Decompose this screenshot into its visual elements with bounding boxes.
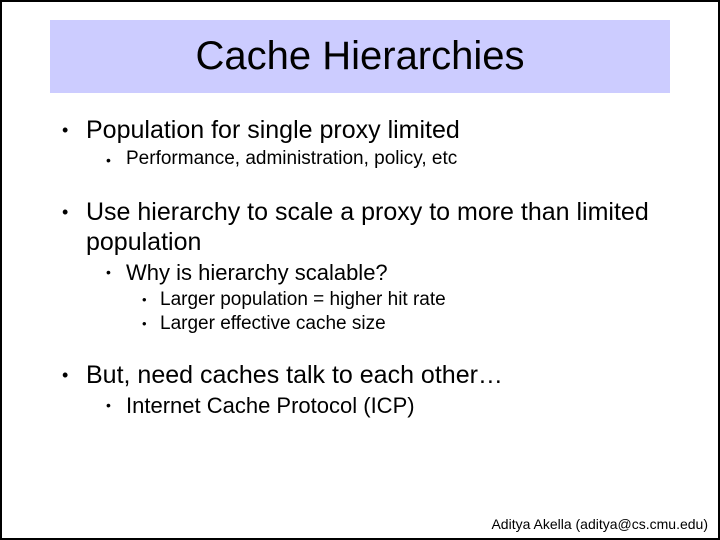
bullet-text: Population for single proxy limited: [86, 115, 460, 145]
bullet-icon: •: [106, 259, 126, 285]
bullet-icon: •: [142, 312, 160, 336]
bullet-text: Why is hierarchy scalable?: [126, 259, 388, 286]
bullet-text: But, need caches talk to each other…: [86, 360, 503, 390]
list-item: • Internet Cache Protocol (ICP): [106, 392, 698, 419]
title-box: Cache Hierarchies: [50, 20, 670, 93]
bullet-text: Internet Cache Protocol (ICP): [126, 392, 415, 419]
bullet-icon: •: [142, 288, 160, 312]
list-item: • Population for single proxy limited • …: [62, 115, 698, 173]
bullet-icon: •: [62, 115, 86, 145]
list-item: • Performance, administration, policy, e…: [106, 147, 698, 173]
bullet-icon: •: [106, 392, 126, 418]
bullet-icon: •: [62, 197, 86, 227]
list-item: • Why is hierarchy scalable? • Larger po…: [106, 259, 698, 336]
bullet-icon: •: [62, 360, 86, 390]
bullet-text: Larger population = higher hit rate: [160, 288, 446, 312]
bullet-icon: •: [106, 147, 126, 173]
bullet-text: Performance, administration, policy, etc: [126, 147, 457, 171]
bullet-text: Use hierarchy to scale a proxy to more t…: [86, 197, 698, 257]
list-item: • Use hierarchy to scale a proxy to more…: [62, 197, 698, 336]
slide-title: Cache Hierarchies: [50, 34, 670, 79]
bullet-text: Larger effective cache size: [160, 312, 386, 336]
list-item: • But, need caches talk to each other… •…: [62, 360, 698, 419]
list-item: • Larger population = higher hit rate: [142, 288, 698, 312]
list-item: • Larger effective cache size: [142, 312, 698, 336]
bullet-list: • Population for single proxy limited • …: [22, 115, 698, 419]
footer-text: Aditya Akella (aditya@cs.cmu.edu): [491, 516, 708, 532]
slide-container: Cache Hierarchies • Population for singl…: [0, 0, 720, 540]
